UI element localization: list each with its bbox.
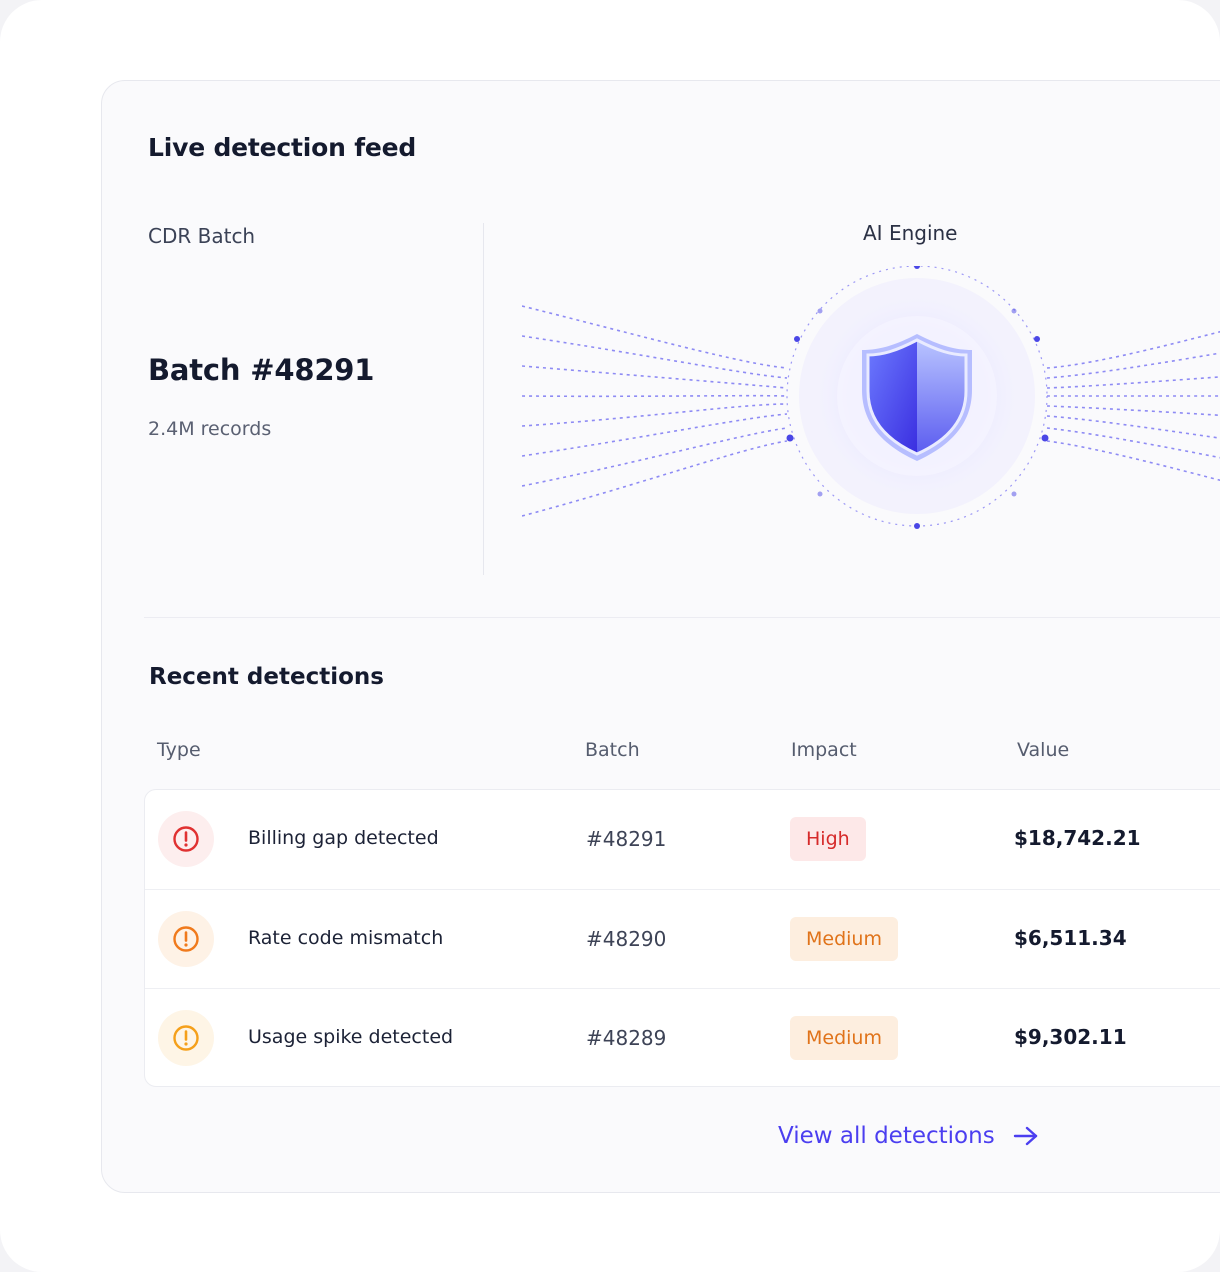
detection-batch: #48290	[586, 927, 667, 951]
data-flow-lines-right	[1046, 330, 1220, 482]
alert-circle-icon	[158, 811, 214, 867]
records-count: 2.4M records	[148, 418, 272, 440]
detection-value: $9,302.11	[1014, 1025, 1127, 1049]
detection-value: $6,511.34	[1014, 926, 1127, 950]
batch-id: Batch #48291	[148, 353, 375, 387]
detection-type: Billing gap detected	[248, 827, 439, 849]
recent-title: Recent detections	[149, 664, 384, 690]
detection-batch: #48291	[586, 827, 667, 851]
detection-type: Rate code mismatch	[248, 927, 444, 949]
table-row[interactable]: Billing gap detected #48291 High $18,742…	[145, 790, 1220, 888]
impact-badge: High	[790, 817, 866, 861]
view-all-detections-link[interactable]: View all detections	[778, 1123, 1039, 1149]
detection-type: Usage spike detected	[248, 1026, 454, 1048]
source-label: CDR Batch	[148, 224, 256, 248]
card-title: Live detection feed	[148, 133, 417, 162]
table-row[interactable]: Rate code mismatch #48290 Medium $6,511.…	[145, 889, 1220, 988]
table-row[interactable]: Usage spike detected #48289 Medium $9,30…	[145, 988, 1220, 1087]
engine-label: AI Engine	[863, 221, 958, 245]
section-divider	[144, 617, 1220, 618]
detection-value: $18,742.21	[1014, 826, 1141, 850]
alert-circle-icon	[158, 911, 214, 967]
vertical-divider	[483, 223, 484, 575]
shield-icon	[862, 334, 972, 461]
alert-circle-icon	[158, 1010, 214, 1066]
detections-table: Billing gap detected #48291 High $18,742…	[144, 789, 1220, 1087]
detection-card: Live detection feed CDR Batch Batch #482…	[101, 80, 1220, 1193]
column-header-type: Type	[157, 739, 201, 761]
impact-badge: Medium	[790, 917, 898, 961]
column-header-value: Value	[1017, 739, 1070, 761]
ai-engine-visual	[522, 266, 1220, 529]
ring-dots	[786, 266, 1049, 529]
detection-batch: #48289	[586, 1026, 667, 1050]
impact-badge: Medium	[790, 1016, 898, 1060]
view-all-label: View all detections	[778, 1123, 995, 1149]
column-header-impact: Impact	[791, 739, 857, 761]
data-flow-lines-left	[522, 305, 788, 517]
column-header-batch: Batch	[585, 739, 640, 761]
arrow-right-icon	[1013, 1126, 1037, 1146]
